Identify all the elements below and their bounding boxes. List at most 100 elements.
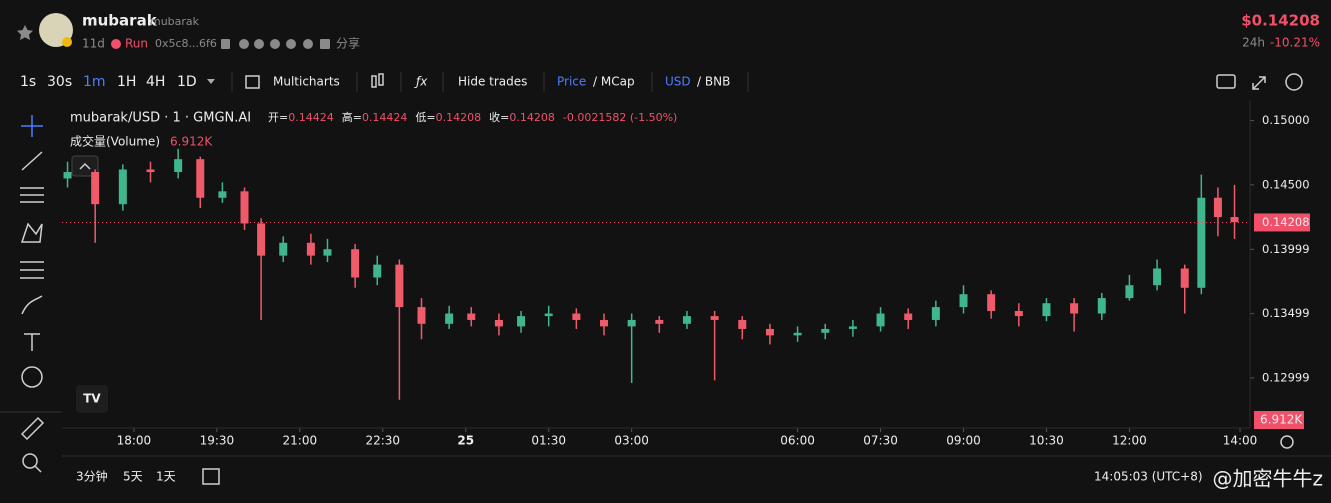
x-tick-label: 21:00 [283, 434, 318, 448]
ohlc-item: 低= [415, 111, 435, 124]
x-tick-label: 07:30 [863, 434, 898, 448]
candle-body [395, 264, 404, 308]
candle-body [1230, 217, 1239, 223]
candle-body [1097, 298, 1106, 314]
favorite[interactable] [17, 25, 33, 40]
y-tick-label: 0.12999 [1262, 370, 1310, 384]
candle-body [445, 313, 454, 324]
candle-body [793, 332, 802, 336]
range[interactable]: 1天 [156, 470, 176, 484]
add-icon [245, 75, 260, 89]
x-tick-label: 06:00 [780, 434, 815, 448]
candle-body [218, 191, 227, 198]
volume-label: 成交量(Volume) [70, 134, 160, 149]
watermark: @加密牛牛z [1213, 467, 1324, 491]
candle-icon[interactable] [371, 75, 377, 88]
interval[interactable]: 4H [146, 74, 165, 90]
candle-body [1197, 197, 1206, 288]
candle-icon[interactable] [378, 73, 384, 86]
ohlc-item: 0.14424 [362, 111, 408, 124]
candle-body [1125, 285, 1134, 299]
candle-body [1213, 197, 1222, 218]
y-tick-label: 0.14500 [1262, 177, 1310, 191]
candle-body [417, 307, 426, 324]
volume-tag [1254, 411, 1304, 429]
x-tick-label: 09:00 [946, 434, 981, 448]
indicators-icon[interactable]: ƒx [414, 75, 428, 89]
candle-body [1180, 268, 1189, 288]
plot: 0.15000 0.14500 0.13999 0.13499 0.12999 18:00… [62, 113, 1310, 448]
address[interactable]: 0x5c8...6f6 [155, 37, 217, 50]
candle-body [544, 313, 553, 317]
candle-body [146, 169, 155, 173]
candle-body [517, 316, 526, 327]
candle-body [240, 191, 249, 224]
axis-settings[interactable] [1280, 435, 1294, 449]
token-name: mubarak [82, 12, 158, 30]
x-tick-label: 19:30 [200, 434, 235, 448]
ohlc-item: 收= [489, 110, 509, 124]
symbol: mubarak/USD · 1 · GMGN.AI [70, 111, 251, 126]
candle-body [682, 316, 691, 324]
range[interactable]: 3分钟 [76, 469, 108, 484]
drawing-tools[interactable] [20, 115, 45, 473]
tv-logo-text: TV [83, 392, 101, 406]
candle-body [118, 169, 127, 205]
fullscreen[interactable] [1252, 76, 1266, 90]
candle-body [174, 159, 183, 173]
interval[interactable]: 1s [20, 74, 36, 90]
candle-body [351, 249, 360, 278]
ohlc-item: 0.14424 [288, 111, 334, 124]
candle-body [1070, 303, 1079, 314]
candle-body [323, 249, 332, 256]
candle-body [494, 319, 503, 327]
multicharts[interactable]: Multicharts [273, 75, 340, 89]
candle-body [931, 307, 940, 320]
volume-tag-text: 6.912K [1260, 413, 1303, 427]
tag-icon [111, 39, 121, 49]
price-toggle[interactable]: Price [557, 75, 586, 89]
candle-body [848, 326, 857, 329]
candle-body [959, 294, 968, 308]
collapse-icon [79, 162, 91, 170]
y-tick-label: 0.15000 [1262, 113, 1310, 127]
candle-body [765, 328, 774, 336]
settings[interactable] [1285, 73, 1303, 91]
tag: Run [125, 37, 148, 51]
collapse[interactable] [71, 155, 99, 177]
candle-body [1153, 268, 1162, 286]
candle-body [600, 319, 609, 327]
mcap-toggle[interactable]: / MCap [593, 75, 635, 89]
interval[interactable]: 1H [117, 74, 136, 90]
ohlc-item: 开= [268, 111, 288, 124]
ohlc-item: 0.14208 [509, 111, 555, 124]
dropdown[interactable] [207, 79, 215, 84]
date-range[interactable] [202, 468, 220, 485]
candle-body [196, 159, 205, 198]
range[interactable]: 5天 [123, 470, 143, 484]
candle-body [655, 319, 664, 324]
token-handle: mubarak [150, 15, 200, 28]
current-price-label: 0.14208 [1262, 215, 1310, 229]
usd-toggle[interactable]: USD [665, 75, 691, 89]
candle-body [373, 264, 382, 278]
candle-body [821, 328, 830, 333]
interval[interactable]: 30s [47, 74, 72, 90]
x-tick-label: 25 [457, 434, 474, 448]
camera[interactable] [1216, 74, 1236, 89]
candle-body [91, 172, 100, 205]
bnb-toggle[interactable]: / BNB [697, 75, 730, 89]
social-icons [221, 39, 330, 49]
x-tick-label: 14:00 [1223, 434, 1258, 448]
interval[interactable]: 1D [177, 74, 197, 90]
share[interactable]: 分享 [336, 36, 360, 51]
candle-body [876, 313, 885, 327]
candle-body [467, 313, 476, 320]
hide-trades[interactable]: Hide trades [458, 75, 527, 89]
ohlc-legend: 开= 0.14424 高= 0.14424 低= 0.14208 收= 0.14208 -0.0… [268, 110, 677, 124]
y-tick-label: 0.13999 [1262, 242, 1310, 256]
candle-body [1042, 303, 1051, 317]
interval[interactable]: 1m [83, 74, 106, 90]
